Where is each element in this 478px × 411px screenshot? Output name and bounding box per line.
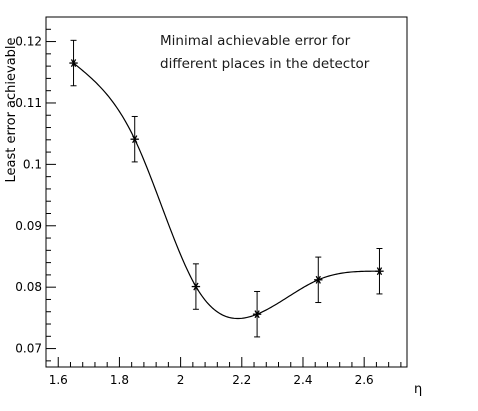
data-point-marker — [375, 267, 384, 276]
plot-frame — [45, 16, 408, 368]
x-tick-label: 2.2 — [232, 373, 251, 387]
y-tick-label: 0.1 — [23, 157, 42, 171]
fit-curve-layer — [73, 62, 380, 320]
fit-curve — [73, 62, 380, 320]
y-axis-title: Least error achievable — [4, 37, 19, 182]
data-point-marker — [314, 275, 323, 284]
marker-stroke — [132, 135, 138, 144]
marker-stroke — [315, 275, 321, 284]
marker-stroke — [376, 267, 383, 276]
x-tick-label: 2.4 — [293, 373, 312, 387]
data-point-marker — [191, 282, 201, 291]
x-tick-label: 1.6 — [49, 373, 68, 387]
data-points-layer — [69, 39, 384, 338]
x-axis-title: η — [414, 382, 422, 397]
y-tick-label: 0.07 — [15, 342, 42, 356]
marker-stroke — [193, 282, 199, 291]
data-point-marker — [252, 310, 262, 319]
y-tick-label: 0.11 — [15, 96, 42, 110]
x-axis-ticks: 1.6 1.8 2 2.2 2.4 2.6 — [45, 357, 402, 387]
x-tick-label: 2.6 — [355, 373, 374, 387]
annotation-line-2: different places in the detector — [160, 56, 370, 72]
y-tick-label: 0.12 — [15, 35, 42, 49]
marker-stroke — [254, 310, 260, 319]
marker-stroke — [70, 59, 77, 68]
y-axis-ticks: 0.07 0.08 0.09 0.1 0.11 0.12 — [15, 16, 56, 362]
x-tick-label: 2 — [177, 373, 185, 387]
data-point-marker — [130, 135, 139, 144]
plot-border — [45, 16, 408, 368]
data-point-marker — [69, 59, 78, 68]
y-tick-label: 0.08 — [15, 280, 42, 294]
annotation-line-1: Minimal achievable error for — [160, 33, 351, 49]
y-tick-label: 0.09 — [15, 219, 42, 233]
x-tick-label: 1.8 — [110, 373, 129, 387]
